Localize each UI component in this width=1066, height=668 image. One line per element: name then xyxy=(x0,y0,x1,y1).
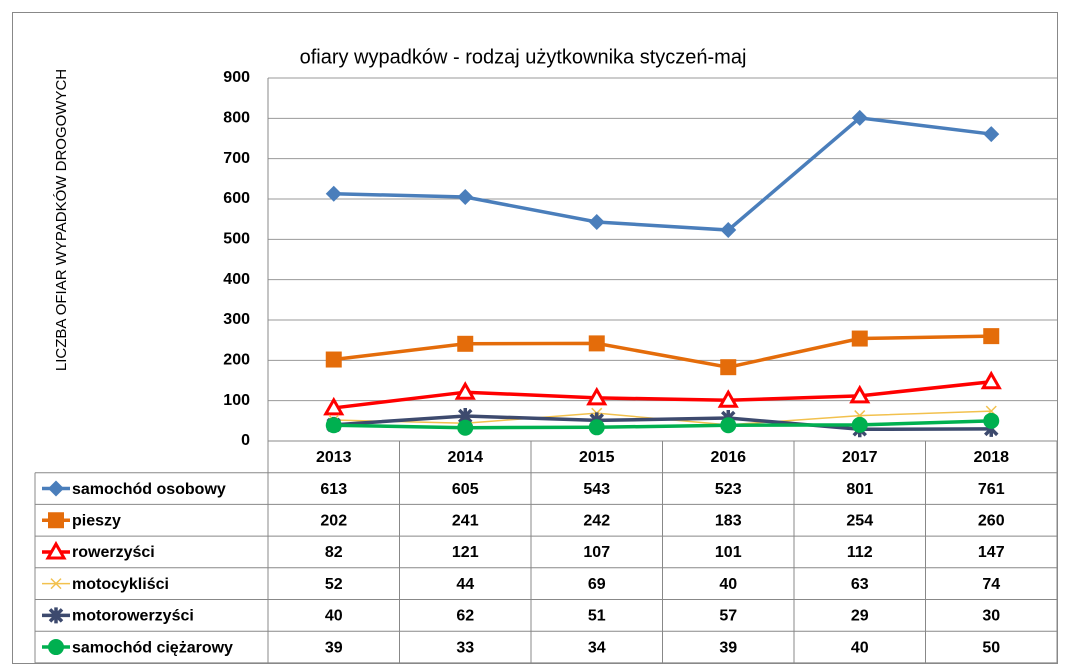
table-value: 82 xyxy=(325,544,343,561)
table-value: 62 xyxy=(456,608,474,625)
y-tick-label: 800 xyxy=(223,110,250,127)
point xyxy=(325,185,342,202)
table-value: 44 xyxy=(456,576,474,593)
point xyxy=(454,381,476,400)
point xyxy=(980,370,1002,390)
point xyxy=(588,213,605,230)
y-tick-label: 0 xyxy=(241,432,250,449)
table-value: 107 xyxy=(583,544,610,561)
point xyxy=(720,359,737,376)
table-value: 101 xyxy=(715,544,742,561)
point xyxy=(457,188,474,205)
point xyxy=(717,389,739,408)
point xyxy=(851,330,868,347)
table-value: 801 xyxy=(846,481,873,498)
table-value: 613 xyxy=(320,481,347,498)
y-axis-label: LICZBA OFIAR WYPADKÓW DROGOWYCH xyxy=(53,69,70,371)
legend-marker xyxy=(48,639,64,656)
series-line xyxy=(333,419,992,430)
table-value: 241 xyxy=(452,512,479,529)
x-tick-label: 2013 xyxy=(316,449,352,466)
series-line xyxy=(333,116,992,232)
y-tick-label: 300 xyxy=(223,311,250,328)
point xyxy=(851,416,868,433)
table-value: 183 xyxy=(715,512,742,529)
point xyxy=(586,386,608,406)
point xyxy=(457,335,474,352)
legend-label: motocykliści xyxy=(72,576,169,593)
table-value: 40 xyxy=(719,576,737,593)
chart-title: ofiary wypadków - rodzaj użytkownika sty… xyxy=(300,46,747,68)
table-value: 51 xyxy=(588,608,606,625)
x-tick-label: 2015 xyxy=(579,449,615,466)
table-value: 202 xyxy=(320,512,347,529)
table-value: 34 xyxy=(588,639,606,656)
x-tick-label: 2016 xyxy=(710,449,746,466)
table-value: 52 xyxy=(325,576,343,593)
y-tick-label: 700 xyxy=(223,150,250,167)
table-value: 254 xyxy=(846,512,873,529)
table-value: 57 xyxy=(719,608,737,625)
table-value: 63 xyxy=(851,576,869,593)
table-value: 33 xyxy=(456,639,474,656)
point xyxy=(323,396,345,416)
table-value: 69 xyxy=(588,576,606,593)
point xyxy=(983,412,1000,429)
table-value: 29 xyxy=(851,608,869,625)
y-tick-label: 900 xyxy=(223,69,250,86)
legend-marker xyxy=(48,480,64,497)
table-value: 605 xyxy=(452,481,479,498)
point xyxy=(851,109,868,126)
table-value: 121 xyxy=(452,544,479,561)
table-value: 40 xyxy=(851,639,869,656)
legend-label: rowerzyści xyxy=(72,544,155,561)
legend-label: samochód osobowy xyxy=(72,481,226,498)
table-value: 40 xyxy=(325,608,343,625)
y-tick-label: 500 xyxy=(223,231,250,248)
series-line xyxy=(333,414,992,432)
table-value: 39 xyxy=(719,639,737,656)
x-tick-label: 2014 xyxy=(447,449,483,466)
table-value: 260 xyxy=(978,512,1005,529)
table-value: 543 xyxy=(583,481,610,498)
point xyxy=(325,351,342,368)
point xyxy=(720,417,737,434)
point xyxy=(983,328,1000,345)
x-tick-label: 2018 xyxy=(973,449,1009,466)
legend-marker xyxy=(48,607,64,624)
y-tick-label: 400 xyxy=(223,271,250,288)
table-value: 147 xyxy=(978,544,1005,561)
table-value: 30 xyxy=(982,608,1000,625)
legend-label: motorowerzyści xyxy=(72,608,194,625)
table-value: 523 xyxy=(715,481,742,498)
legend-marker xyxy=(45,540,67,560)
legend-label: samochód ciężarowy xyxy=(72,639,233,656)
legend-marker xyxy=(48,512,64,529)
x-tick-label: 2017 xyxy=(842,449,878,466)
point xyxy=(588,419,605,436)
table-value: 50 xyxy=(982,639,1000,656)
series-line xyxy=(333,379,992,410)
point xyxy=(457,419,474,436)
table-value: 761 xyxy=(978,481,1005,498)
y-tick-label: 200 xyxy=(223,352,250,369)
point xyxy=(983,126,1000,143)
legend-label: pieszy xyxy=(72,512,121,529)
table-value: 39 xyxy=(325,639,343,656)
table-value: 242 xyxy=(583,512,610,529)
point xyxy=(720,222,737,239)
legend-marker xyxy=(50,578,62,590)
table-value: 112 xyxy=(847,544,873,561)
y-tick-label: 600 xyxy=(223,190,250,207)
point xyxy=(588,335,605,352)
y-tick-label: 100 xyxy=(223,392,250,409)
point xyxy=(325,417,342,434)
series-line xyxy=(333,334,992,369)
point xyxy=(849,384,871,404)
table-value: 74 xyxy=(982,576,1000,593)
